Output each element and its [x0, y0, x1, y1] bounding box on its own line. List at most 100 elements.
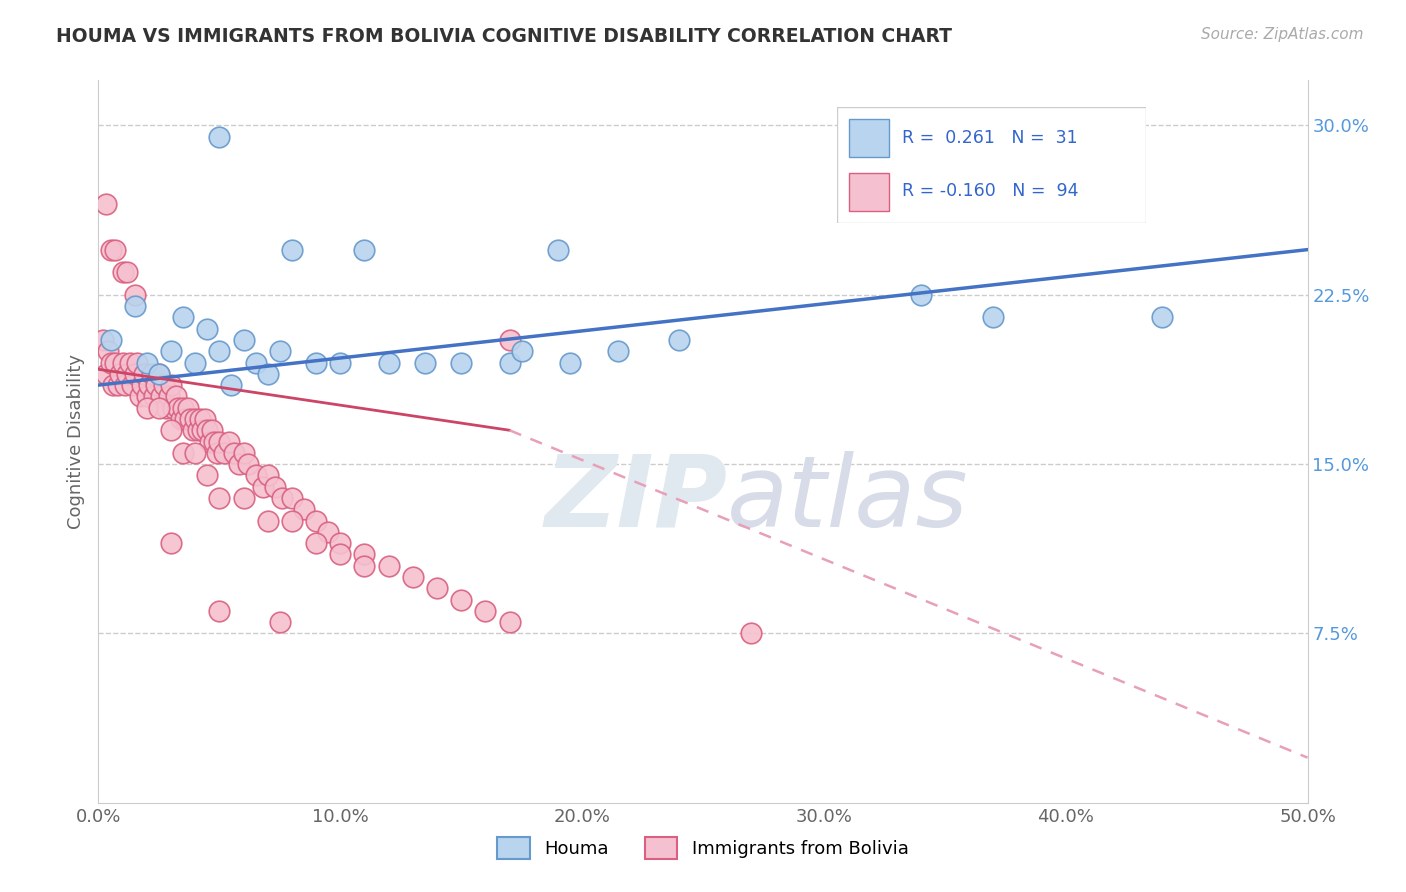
Point: [111, 355, 134, 369]
Point: [238, 457, 260, 471]
Point: [148, 367, 170, 381]
Point: [162, 401, 184, 415]
Text: Source: ZipAtlas.com: Source: ZipAtlas.com: [1201, 27, 1364, 42]
Point: [124, 367, 146, 381]
Point: [157, 389, 180, 403]
Point: [179, 412, 201, 426]
Point: [121, 378, 143, 392]
Point: [271, 491, 294, 505]
Point: [450, 592, 472, 607]
Point: [228, 457, 250, 471]
Point: [910, 287, 932, 301]
Point: [329, 355, 352, 369]
Point: [172, 401, 194, 415]
Point: [188, 412, 211, 426]
Point: [208, 604, 231, 618]
Point: [184, 412, 207, 426]
Point: [97, 344, 120, 359]
Point: [232, 446, 254, 460]
Point: [413, 355, 436, 369]
Legend: Houma, Immigrants from Bolivia: Houma, Immigrants from Bolivia: [491, 830, 915, 866]
Point: [353, 243, 375, 257]
Point: [245, 355, 267, 369]
Point: [232, 491, 254, 505]
Point: [474, 604, 496, 618]
Point: [221, 378, 243, 392]
Point: [281, 491, 304, 505]
Point: [172, 310, 194, 325]
Point: [195, 321, 218, 335]
Point: [450, 355, 472, 369]
Text: atlas: atlas: [727, 450, 969, 548]
Point: [160, 344, 183, 359]
Point: [104, 355, 127, 369]
Point: [316, 524, 339, 539]
Point: [256, 468, 278, 483]
Point: [256, 367, 278, 381]
Point: [148, 367, 170, 381]
FancyBboxPatch shape: [837, 107, 1146, 223]
Point: [141, 367, 163, 381]
Point: [204, 434, 226, 449]
Point: [155, 401, 177, 415]
Point: [208, 344, 231, 359]
Point: [195, 468, 218, 483]
Point: [100, 355, 122, 369]
Y-axis label: Cognitive Disability: Cognitive Disability: [66, 354, 84, 529]
Point: [426, 582, 449, 596]
Point: [269, 615, 291, 630]
Point: [208, 434, 231, 449]
Point: [305, 536, 328, 550]
Point: [124, 287, 146, 301]
Point: [558, 355, 581, 369]
Point: [208, 491, 231, 505]
Point: [212, 446, 235, 460]
Point: [169, 412, 191, 426]
Point: [100, 243, 122, 257]
Point: [135, 389, 157, 403]
Point: [160, 378, 183, 392]
Point: [172, 446, 194, 460]
Point: [135, 355, 157, 369]
Point: [131, 378, 153, 392]
Point: [143, 389, 166, 403]
Point: [281, 243, 304, 257]
Point: [160, 536, 183, 550]
Point: [108, 367, 131, 381]
Point: [305, 514, 328, 528]
Point: [498, 615, 520, 630]
Point: [305, 355, 328, 369]
Point: [377, 355, 399, 369]
Point: [498, 333, 520, 347]
Point: [145, 378, 167, 392]
Point: [124, 299, 146, 313]
Point: [165, 389, 187, 403]
Point: [167, 401, 190, 415]
Point: [353, 548, 375, 562]
Point: [377, 558, 399, 573]
Point: [117, 367, 139, 381]
Point: [184, 355, 207, 369]
Point: [107, 378, 129, 392]
Point: [547, 243, 569, 257]
Point: [117, 265, 139, 279]
Point: [101, 378, 124, 392]
Point: [184, 446, 207, 460]
Point: [281, 514, 304, 528]
Point: [134, 367, 156, 381]
Point: [668, 333, 690, 347]
Point: [201, 423, 224, 437]
Point: [177, 401, 200, 415]
Point: [94, 367, 117, 381]
Point: [353, 558, 375, 573]
Point: [222, 446, 245, 460]
Point: [100, 333, 122, 347]
Point: [91, 333, 114, 347]
Point: [187, 423, 209, 437]
Point: [402, 570, 425, 584]
Point: [194, 412, 217, 426]
Point: [118, 355, 141, 369]
Point: [292, 502, 315, 516]
Point: [191, 423, 214, 437]
Point: [981, 310, 1004, 325]
